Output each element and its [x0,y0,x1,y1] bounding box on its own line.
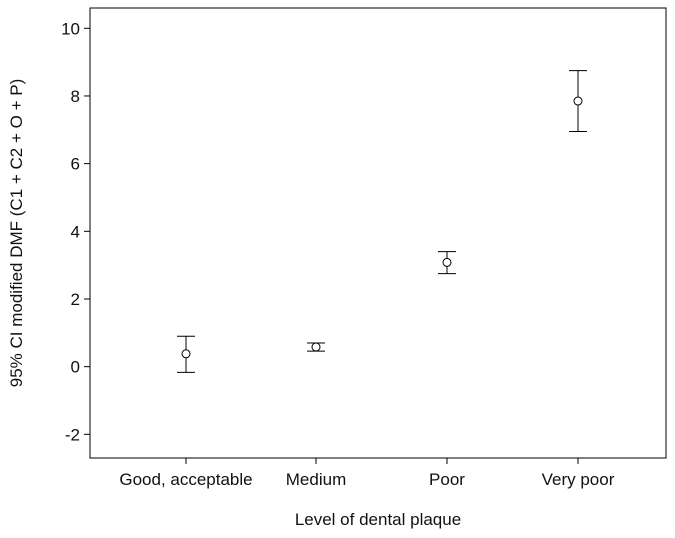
error-bars [177,70,587,373]
y-tick-label: 10 [61,19,80,38]
x-axis-title: Level of dental plaque [295,510,461,529]
x-tick-label: Poor [429,470,465,489]
mean-point [442,257,452,267]
y-tick-label: 6 [71,155,80,174]
mean-point [573,96,583,106]
error-bar [438,251,456,275]
y-tick-label: 2 [71,290,80,309]
x-tick-label: Medium [286,470,346,489]
y-tick-label: -2 [65,425,80,444]
y-tick-label: 0 [71,358,80,377]
mean-point [181,349,191,359]
error-bar [307,342,325,352]
x-tick-label: Very poor [542,470,615,489]
x-axis: Good, acceptable Medium Poor Very poor [119,458,615,489]
y-tick-label: 4 [71,222,80,241]
error-bar [569,70,587,132]
y-axis: -2 0 2 4 6 8 10 [61,19,90,444]
error-bar [177,335,195,373]
mean-point [311,342,321,352]
x-tick-label: Good, acceptable [119,470,252,489]
y-tick-label: 8 [71,87,80,106]
y-axis-title: 95% CI modified DMF (C1 + C2 + O + P) [7,79,26,387]
plot-frame [89,7,667,459]
